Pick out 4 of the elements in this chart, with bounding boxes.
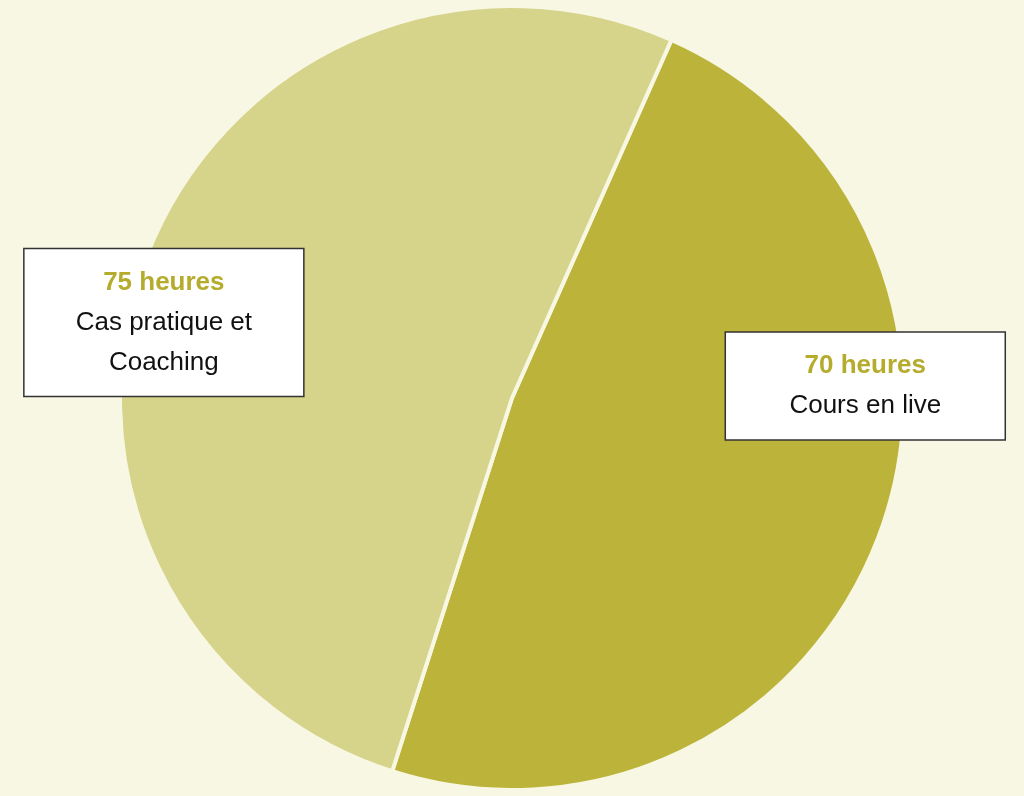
data-label: 70 heures [804, 349, 926, 380]
slice-label: Cas pratique et Coaching [75, 305, 253, 376]
data-label: 75 heures [103, 265, 225, 296]
slice-label: Cours en live [789, 389, 942, 420]
